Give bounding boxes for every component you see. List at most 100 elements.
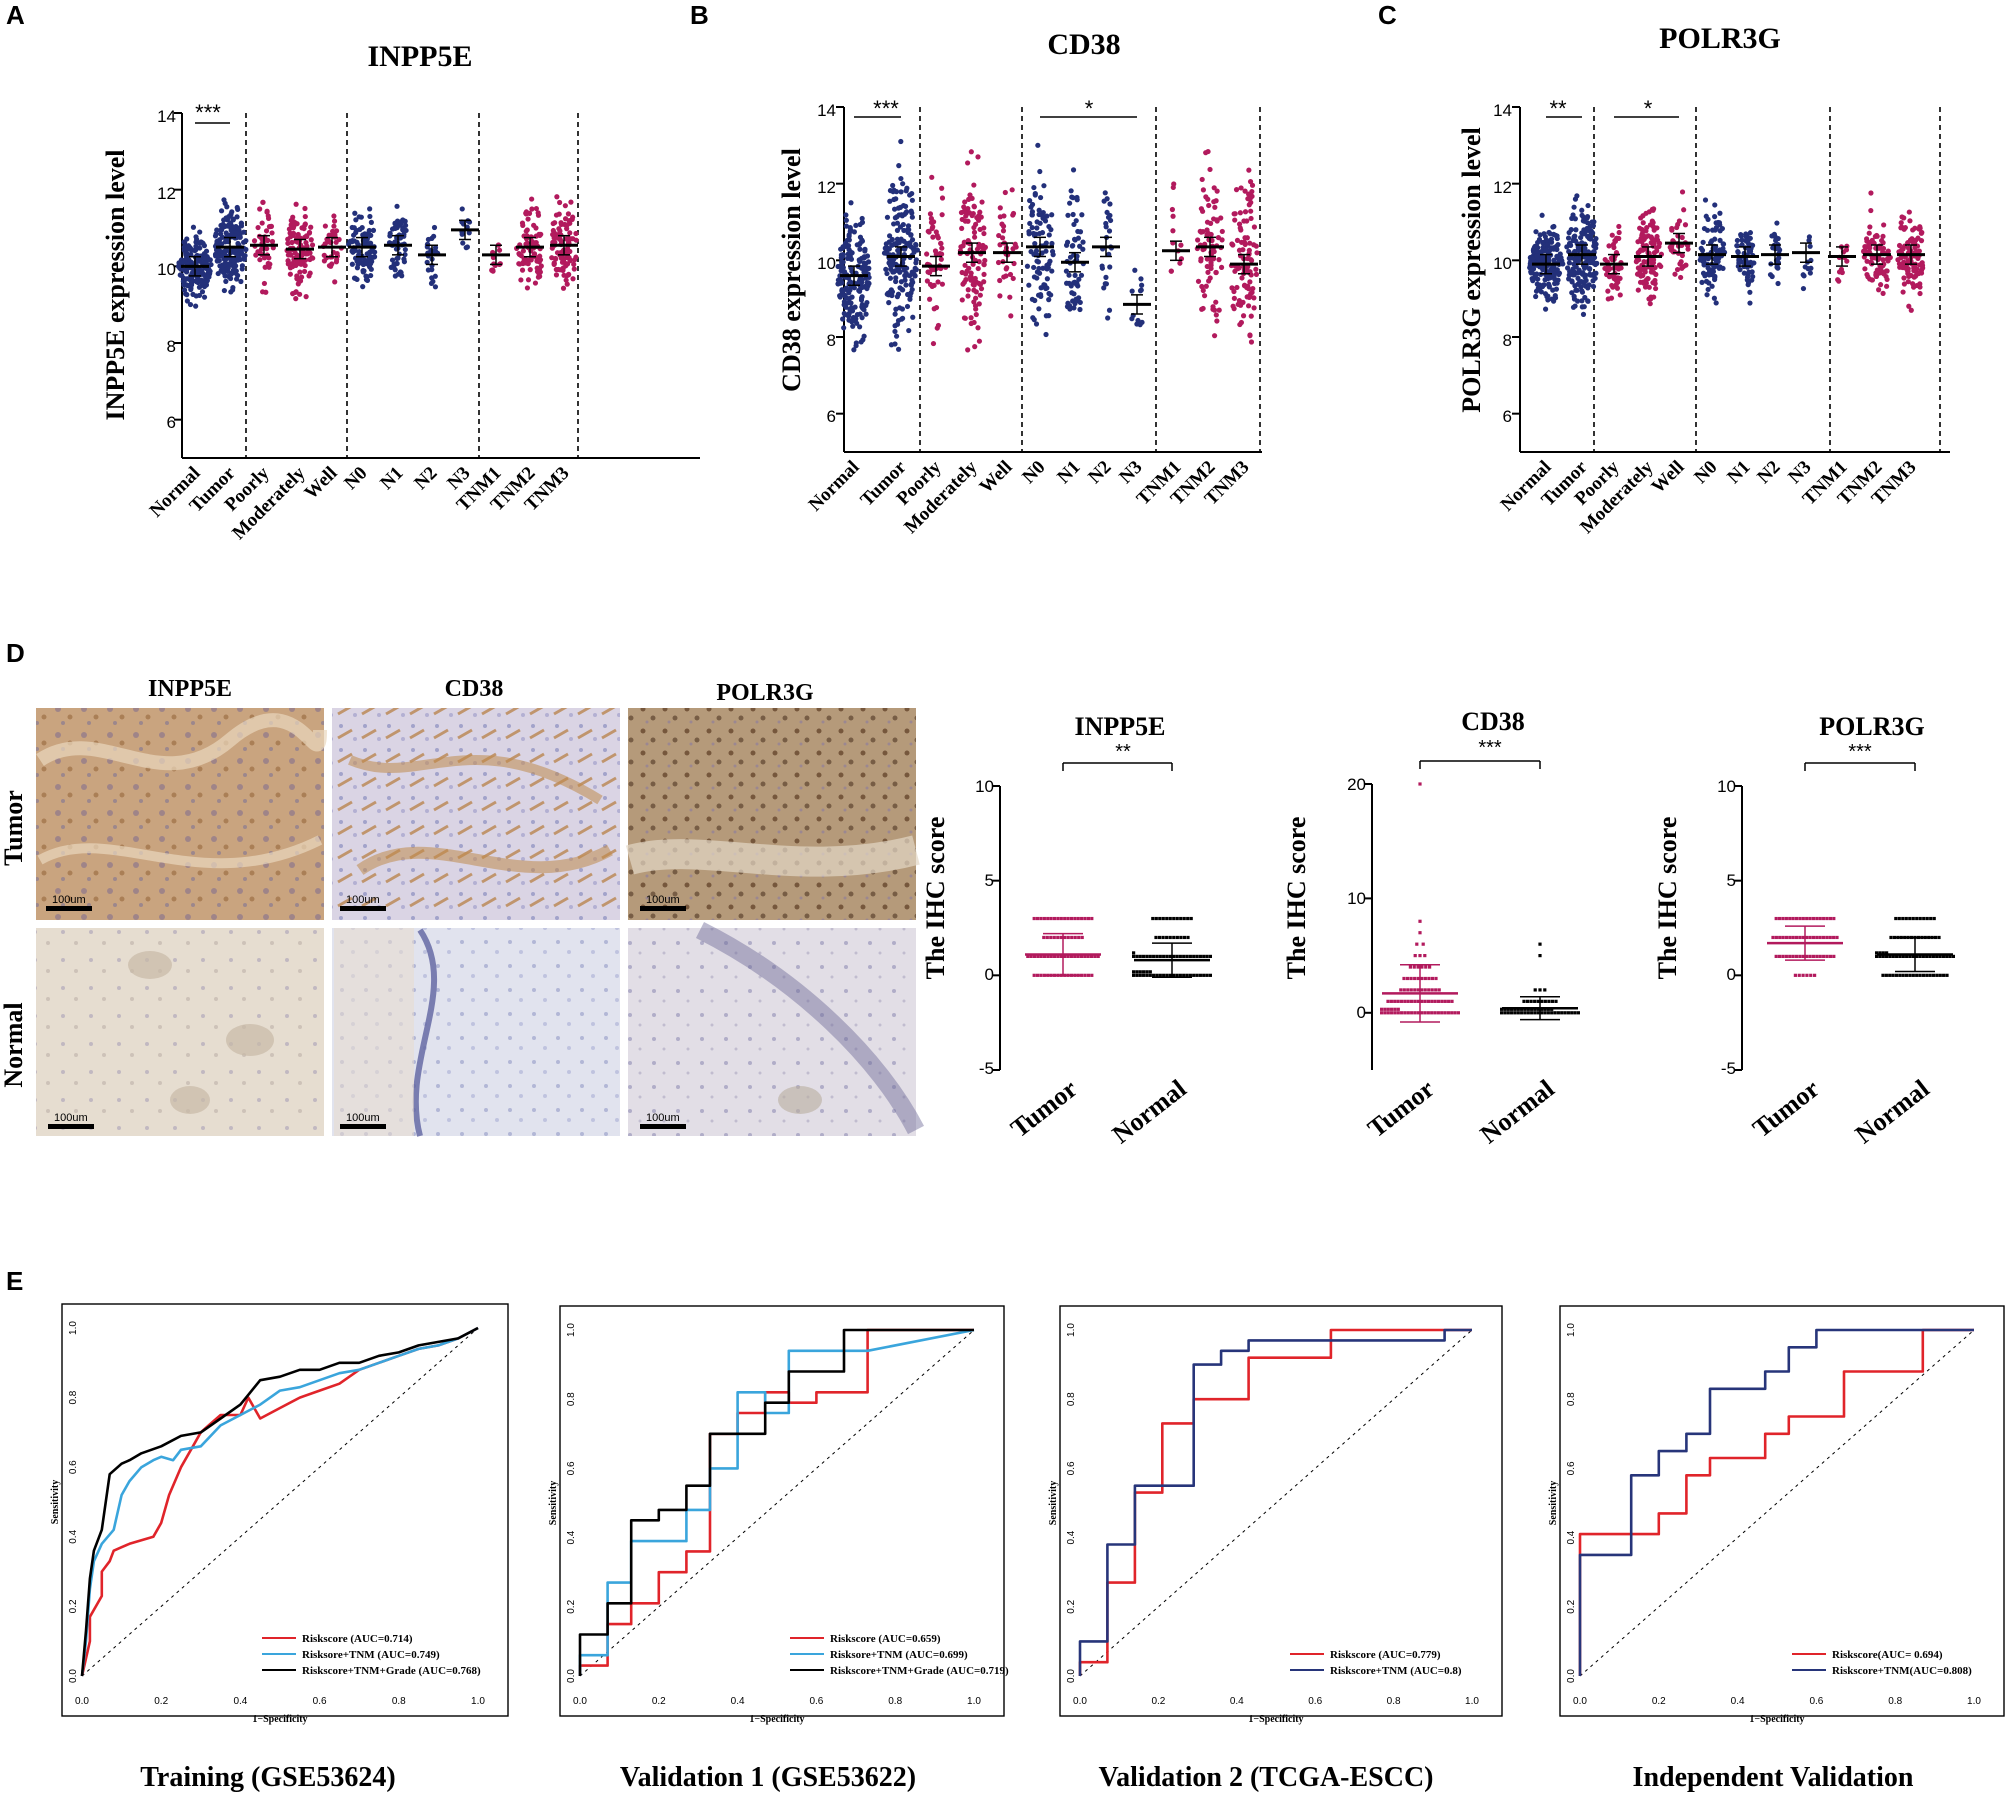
data-point [176, 260, 182, 266]
data-point [1878, 282, 1884, 288]
data-point [187, 301, 194, 308]
data-point [1585, 298, 1591, 304]
data-point [1135, 970, 1139, 974]
data-point [1043, 248, 1049, 254]
ytick: 10 [1493, 254, 1512, 273]
ihc-image-title-polr3g: POLR3G [716, 680, 814, 706]
data-point [1800, 285, 1807, 292]
data-point [981, 230, 987, 237]
data-point [929, 174, 935, 180]
data-point [1880, 233, 1886, 239]
data-point [1063, 935, 1067, 940]
data-point [1063, 916, 1067, 921]
data-point [939, 195, 946, 201]
data-point [1648, 269, 1654, 275]
y-tick-label: 0.0 [1566, 1669, 1577, 1683]
data-point [1905, 240, 1911, 246]
data-point [1682, 222, 1689, 228]
data-point [1566, 230, 1572, 236]
data-point [965, 205, 971, 212]
data-point [1925, 916, 1929, 921]
data-point [1699, 279, 1705, 285]
data-point [1616, 229, 1622, 236]
data-point [1402, 988, 1406, 992]
data-point [981, 271, 987, 278]
diagonal-reference [579, 1329, 975, 1677]
data-point [532, 280, 539, 286]
data-point [1247, 333, 1253, 339]
category-label: Normal [1850, 1074, 1935, 1149]
ihc-ylabel-3: The IHC score [1653, 817, 1682, 980]
data-point [1208, 973, 1212, 977]
data-point [519, 267, 526, 273]
data-point [1911, 954, 1915, 958]
data-point [1443, 1011, 1447, 1015]
data-point [1503, 1011, 1507, 1015]
x-tick-label: 0.6 [1809, 1696, 1823, 1707]
data-point [1540, 1011, 1544, 1015]
ihc-plot-title-inpp5e: INPP5E [1075, 712, 1166, 741]
data-point [1564, 244, 1570, 250]
data-point [1175, 935, 1179, 940]
data-point [1583, 277, 1589, 284]
data-point [217, 248, 223, 254]
data-point [326, 263, 333, 269]
data-point [1898, 973, 1902, 977]
data-point [550, 220, 556, 227]
data-point [1430, 999, 1434, 1003]
data-point [1891, 973, 1895, 977]
data-point [1925, 954, 1929, 958]
data-point [1208, 220, 1214, 226]
data-point [997, 205, 1003, 211]
data-point [1230, 242, 1236, 248]
data-point [1550, 1011, 1554, 1015]
scale-bar-label: 100um [346, 894, 380, 906]
y-tick-label: 0.8 [68, 1390, 79, 1404]
data-point [394, 203, 400, 209]
data-point [1572, 233, 1578, 239]
data-point [1904, 973, 1909, 977]
data-point [1777, 916, 1782, 921]
data-point [1516, 1011, 1520, 1015]
data-point [853, 222, 859, 229]
data-point [1747, 289, 1753, 295]
data-point [564, 261, 571, 267]
data-point [1639, 232, 1645, 239]
data-point [892, 328, 898, 335]
data-point [1878, 951, 1882, 955]
y-tick-label: 0.6 [566, 1461, 577, 1475]
data-point [934, 325, 940, 331]
data-point [1921, 973, 1926, 977]
y-tick-label: 1.0 [566, 1323, 577, 1337]
data-point [1745, 280, 1752, 286]
data-point [1001, 213, 1007, 219]
data-point [1244, 268, 1250, 274]
data-point [1579, 288, 1585, 294]
legend-label: Riskscore+TNM+Grade (AUC=0.768) [302, 1665, 481, 1677]
data-point [1929, 916, 1933, 921]
data-point [909, 197, 915, 203]
data-point [1080, 916, 1084, 921]
category-label: Well [976, 457, 1017, 498]
data-point [906, 327, 912, 334]
data-point [1046, 297, 1052, 303]
micrograph-normal-inpp5e: 100um [36, 928, 324, 1136]
data-point [862, 248, 868, 254]
data-point [557, 267, 563, 273]
data-point [1212, 204, 1218, 210]
data-point [519, 220, 526, 226]
data-point [844, 237, 850, 244]
data-point [1530, 1011, 1534, 1015]
data-point [1885, 954, 1889, 958]
data-point [1035, 292, 1042, 298]
data-point [1216, 307, 1222, 313]
data-point [185, 253, 191, 259]
data-point [1041, 183, 1047, 189]
data-point [1679, 265, 1685, 271]
row-label-normal: Normal [0, 1002, 28, 1087]
data-point [529, 196, 535, 202]
ytick: 10 [975, 777, 994, 796]
data-point [1571, 293, 1577, 299]
data-point [1794, 935, 1799, 940]
diagonal-reference [1579, 1329, 1975, 1677]
